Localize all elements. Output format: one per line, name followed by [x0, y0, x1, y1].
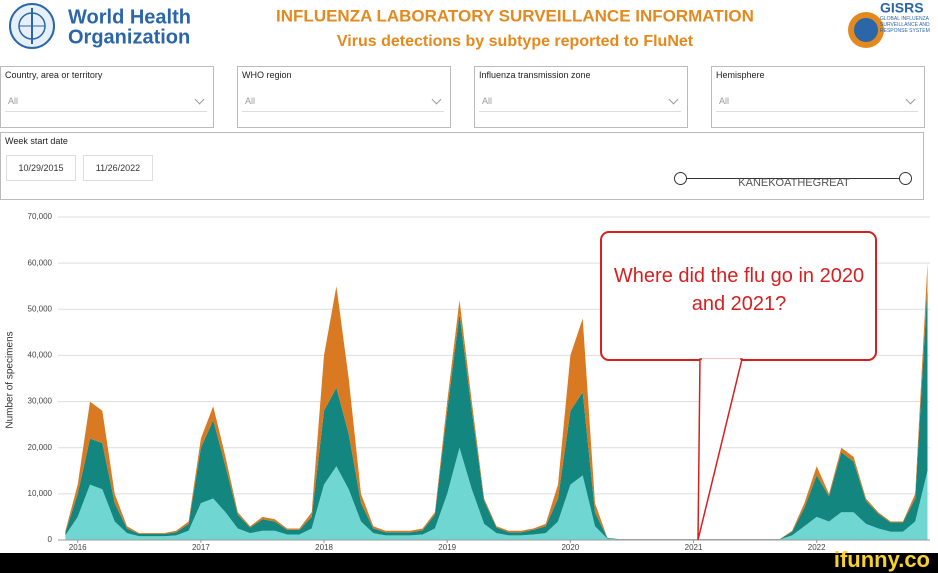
x-tick-label: 2022: [808, 543, 826, 552]
who-logo: [9, 3, 55, 49]
filter-dropdown[interactable]: All: [242, 91, 444, 112]
filter: Country, area or territory All: [0, 66, 214, 128]
end-date[interactable]: 11/26/2022: [83, 155, 153, 181]
footer-bar: [0, 553, 938, 573]
y-tick-label: 40,000: [28, 351, 53, 360]
filter: Influenza transmission zone All: [474, 66, 688, 128]
x-tick-label: 2017: [192, 543, 210, 552]
y-tick-label: 70,000: [28, 212, 53, 221]
start-date[interactable]: 10/29/2015: [6, 155, 76, 181]
callout: [600, 231, 877, 541]
x-tick-label: 2020: [561, 543, 579, 552]
slider-handle[interactable]: [674, 172, 687, 185]
filter-label: Hemisphere: [716, 70, 765, 80]
filter-dropdown[interactable]: All: [5, 91, 207, 112]
slider-text: KANEKOATHEGREAT: [738, 177, 850, 189]
y-tick-label: 20,000: [28, 443, 53, 452]
filter: Hemisphere All: [711, 66, 925, 128]
filter-label: Country, area or territory: [5, 70, 103, 80]
page-title: INFLUENZA LABORATORY SURVEILLANCE INFORM…: [276, 6, 754, 25]
x-tick-label: 2018: [315, 543, 333, 552]
filter-label: Week start date: [5, 136, 68, 146]
area: [65, 447, 928, 540]
slider-track: [681, 178, 907, 179]
y-tick-label: 30,000: [28, 397, 53, 406]
filter-label: WHO region: [242, 70, 292, 80]
annotation: Where did the flu go in 2020 and 2021?: [613, 265, 865, 315]
y-tick-label: 50,000: [28, 304, 53, 313]
y-tick-label: 60,000: [28, 258, 53, 267]
watermark: ifunny.co: [833, 547, 930, 572]
x-tick-label: 2021: [685, 543, 703, 552]
filter: WHO region All: [237, 66, 451, 128]
date-filter: Week start date 10/29/2015 11/26/2022 KA…: [0, 132, 924, 200]
y-tick-label: 10,000: [28, 489, 53, 498]
page-subtitle: Virus detections by subtype reported to …: [337, 33, 694, 50]
logo-caption: GLOBAL INFLUENZA SURVEILLANCE AND RESPON…: [880, 16, 930, 34]
org-name: World Health: [68, 6, 191, 28]
org-name: Organization: [68, 26, 190, 48]
slider-handle[interactable]: [899, 172, 912, 185]
y-axis-label: Number of specimens: [5, 331, 16, 428]
filter-label: Influenza transmission zone: [479, 70, 591, 80]
filter-dropdown[interactable]: All: [716, 91, 918, 112]
x-tick-label: 2016: [69, 543, 87, 552]
x-tick-label: 2019: [438, 543, 456, 552]
filter-dropdown[interactable]: All: [479, 91, 681, 112]
y-tick-label: 0: [48, 535, 53, 544]
gisrs-logo: GISRS GLOBAL INFLUENZA SURVEILLANCE AND …: [848, 0, 930, 48]
logo-text: GISRS: [880, 0, 924, 16]
